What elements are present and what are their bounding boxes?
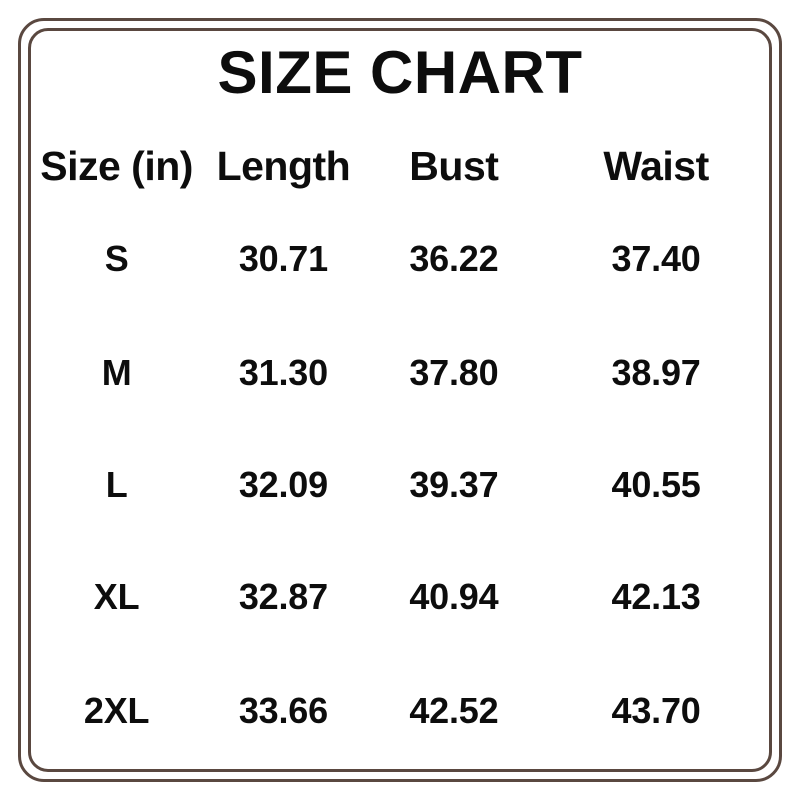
size-table-container: Size (in) Length Bust Waist S 30.71 36.2… xyxy=(31,131,769,769)
cell-size: S xyxy=(104,237,129,279)
cell-bust: 40.94 xyxy=(409,576,499,618)
cell-waist: 43.70 xyxy=(611,690,701,732)
cell-size: L xyxy=(105,463,128,505)
table-row: L 32.09 39.37 40.55 xyxy=(31,429,769,541)
cell-waist: 42.13 xyxy=(611,576,701,618)
cell-size: M xyxy=(101,351,132,393)
cell-bust: 37.80 xyxy=(409,351,499,393)
cell-size: 2XL xyxy=(83,690,150,732)
cell-waist: 37.40 xyxy=(611,237,701,279)
column-header-size: Size (in) xyxy=(40,142,193,189)
cell-waist: 40.55 xyxy=(611,463,701,505)
column-header-length: Length xyxy=(216,142,351,189)
column-header-bust: Bust xyxy=(409,142,499,189)
cell-waist: 38.97 xyxy=(611,351,701,393)
size-chart-card: SIZE CHART Size (in) Length Bust xyxy=(18,18,782,782)
size-chart-content: SIZE CHART Size (in) Length Bust xyxy=(31,31,769,769)
table-row: S 30.71 36.22 37.40 xyxy=(31,201,769,317)
cell-bust: 39.37 xyxy=(409,463,499,505)
table-header-row: Size (in) Length Bust Waist xyxy=(31,131,769,201)
table-row: 2XL 33.66 42.52 43.70 xyxy=(31,653,769,769)
size-table-header: Size (in) Length Bust Waist xyxy=(31,131,769,201)
cell-length: 33.66 xyxy=(238,690,328,732)
cell-length: 31.30 xyxy=(238,351,328,393)
table-row: XL 32.87 40.94 42.13 xyxy=(31,541,769,653)
size-chart-inner-border: SIZE CHART Size (in) Length Bust xyxy=(28,28,772,772)
table-row: M 31.30 37.80 38.97 xyxy=(31,317,769,429)
size-table: Size (in) Length Bust Waist S 30.71 36.2… xyxy=(31,131,769,769)
cell-length: 32.09 xyxy=(238,463,328,505)
size-table-body: S 30.71 36.22 37.40 M 31.30 37.80 38.97 xyxy=(31,201,769,769)
cell-bust: 42.52 xyxy=(409,690,499,732)
cell-size: XL xyxy=(93,576,140,618)
column-header-waist: Waist xyxy=(603,142,709,189)
cell-length: 30.71 xyxy=(238,237,328,279)
cell-bust: 36.22 xyxy=(409,237,499,279)
cell-length: 32.87 xyxy=(238,576,328,618)
page-title: SIZE CHART xyxy=(217,39,583,106)
